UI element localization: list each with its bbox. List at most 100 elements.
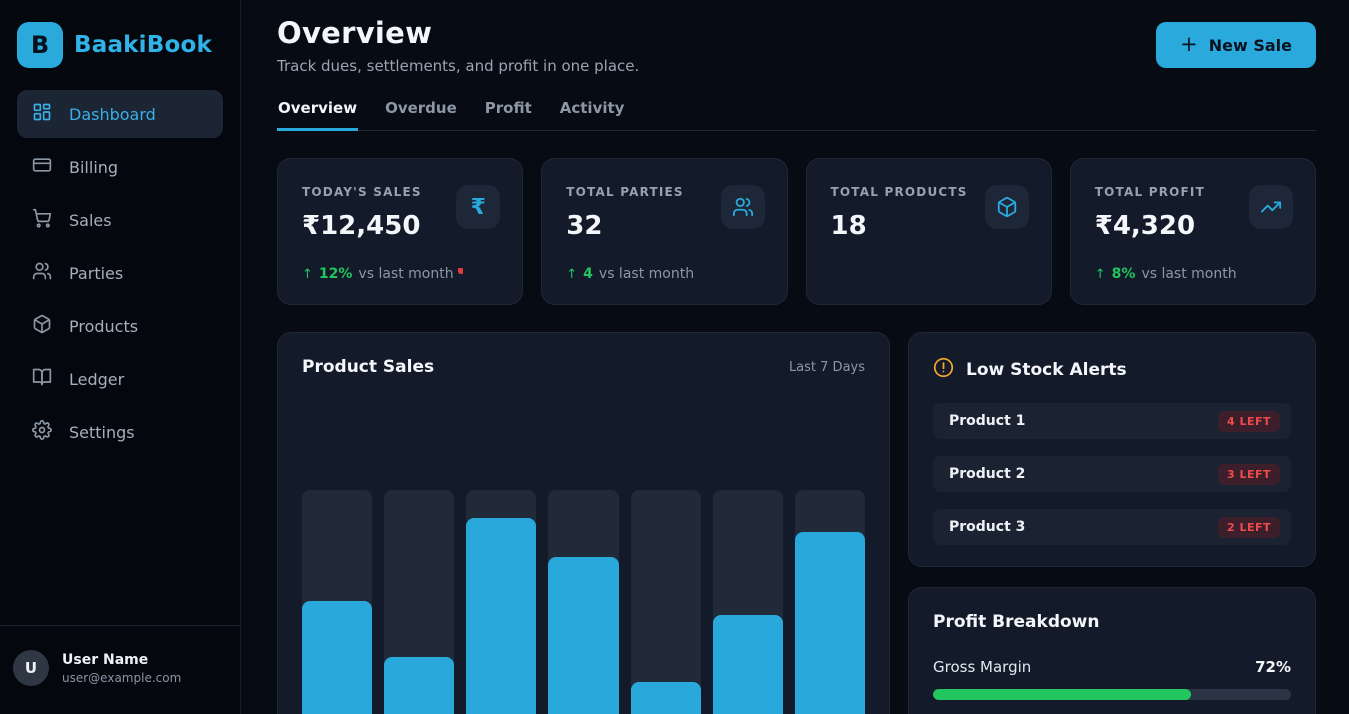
stat-card-total-profit: TOTAL PROFIT ₹4,320 ↑ 8% vs last month [1069, 158, 1316, 305]
chart-bar [466, 517, 537, 714]
red-dot-indicator [457, 268, 463, 274]
delta-suffix: vs last month [598, 266, 695, 282]
chart-bar-column [302, 490, 373, 714]
new-sale-label: New Sale [1208, 35, 1292, 55]
page-header-text: Overview Track dues, settlements, and pr… [277, 16, 639, 75]
alert-circle-icon [933, 357, 954, 382]
gross-margin-label: Gross Margin [933, 658, 1032, 676]
plus-icon: + [1180, 31, 1198, 56]
stat-delta: ↑ 12% vs last month [302, 266, 463, 282]
sidebar-item-sales[interactable]: Sales [17, 196, 223, 244]
page-title: Overview [277, 16, 433, 50]
stat-label: TOTAL PROFIT [1094, 185, 1205, 199]
stat-label: TODAY'S SALES [302, 185, 422, 199]
gross-margin-value: 72% [1255, 658, 1291, 676]
low-stock-list: Product 1 4 LEFT Product 2 3 LEFT Produc… [933, 403, 1291, 545]
tab-activity[interactable]: Activity [559, 99, 625, 117]
product-name: Product 2 [949, 466, 1026, 482]
sidebar-item-parties[interactable]: Parties [17, 249, 223, 297]
sidebar-user[interactable]: U User Name user@example.com [0, 625, 240, 714]
stat-value: ₹12,450 [302, 211, 421, 241]
chart-bar [384, 656, 455, 714]
shopping-cart-icon [32, 208, 52, 232]
up-arrow-icon: ↑ [302, 266, 313, 282]
gross-margin-row: Gross Margin 72% [933, 658, 1291, 676]
sidebar: B BaakiBook Dashboard Billing Sales Part… [0, 0, 241, 714]
page-header: Overview Track dues, settlements, and pr… [277, 16, 1316, 75]
tab-profit[interactable]: Profit [484, 99, 532, 117]
delta-value: 4 [583, 266, 593, 282]
page-subtitle: Track dues, settlements, and profit in o… [277, 57, 640, 75]
sidebar-item-dashboard[interactable]: Dashboard [17, 90, 223, 138]
delta-value: 8% [1111, 266, 1136, 282]
gear-icon [32, 420, 52, 444]
chart-bar [630, 681, 701, 714]
user-info: User Name user@example.com [62, 652, 181, 685]
delta-value: 12% [318, 266, 353, 282]
sidebar-item-ledger[interactable]: Ledger [17, 355, 223, 403]
low-stock-row[interactable]: Product 3 2 LEFT [933, 509, 1291, 545]
product-sales-card: Product Sales Last 7 Days [277, 332, 890, 714]
product-name: Product 3 [949, 519, 1026, 535]
new-sale-button[interactable]: + New Sale [1156, 22, 1316, 68]
users-icon [32, 261, 52, 285]
rupee-icon: ₹ [456, 185, 501, 229]
up-arrow-icon: ↑ [566, 266, 578, 282]
tab-overdue[interactable]: Overdue [385, 99, 457, 117]
product-name: Product 1 [949, 413, 1026, 429]
package-icon [984, 185, 1029, 229]
chart-title: Product Sales [302, 357, 435, 377]
stat-label: TOTAL PRODUCTS [830, 185, 968, 199]
low-stock-card: Low Stock Alerts Product 1 4 LEFT Produc… [908, 332, 1316, 567]
chart-bar-column [712, 490, 783, 714]
stat-card-total-products: TOTAL PRODUCTS 18 [805, 158, 1052, 305]
users-icon [720, 185, 765, 229]
sidebar-item-billing[interactable]: Billing [17, 143, 223, 191]
chart-bar-column [384, 490, 455, 714]
brand: B BaakiBook [0, 0, 240, 68]
chart-bar [302, 601, 373, 714]
low-stock-header: Low Stock Alerts [933, 357, 1291, 382]
tab-overview[interactable]: Overview [277, 95, 359, 131]
delta-suffix: vs last month [1141, 266, 1237, 282]
brand-logo: B [17, 22, 63, 68]
user-email: user@example.com [62, 670, 182, 685]
stat-value: ₹4,320 [1094, 211, 1196, 241]
main-content: Overview Track dues, settlements, and pr… [241, 0, 1349, 714]
chart-bar-column [466, 490, 537, 714]
sidebar-item-label: Ledger [69, 369, 125, 389]
sidebar-item-products[interactable]: Products [17, 302, 223, 350]
stats-row: TODAY'S SALES ₹12,450 ₹ ↑ 12% vs last mo… [277, 158, 1316, 305]
avatar: U [13, 650, 49, 686]
sidebar-item-settings[interactable]: Settings [17, 408, 223, 456]
brand-name: BaakiBook [74, 32, 212, 58]
low-stock-row[interactable]: Product 1 4 LEFT [933, 403, 1291, 439]
stat-delta: ↑ 8% vs last month [1095, 266, 1237, 282]
sidebar-item-label: Parties [69, 263, 124, 283]
profit-breakdown-card: Profit Breakdown Gross Margin 72% [908, 587, 1316, 714]
trending-up-icon [1249, 185, 1293, 229]
chart-period: Last 7 Days [788, 359, 865, 375]
chart-bar [712, 615, 783, 714]
stock-left-badge: 3 LEFT [1217, 463, 1280, 485]
sidebar-item-label: Sales [69, 210, 112, 230]
chart-header: Product Sales Last 7 Days [302, 357, 865, 377]
up-arrow-icon: ↑ [1094, 266, 1106, 282]
low-stock-title: Low Stock Alerts [966, 359, 1127, 380]
sidebar-item-label: Billing [69, 157, 119, 177]
chart-bar-column [794, 490, 865, 714]
sidebar-nav: Dashboard Billing Sales Parties Products… [0, 68, 240, 456]
layout-dashboard-icon [32, 102, 52, 126]
stock-left-badge: 2 LEFT [1217, 516, 1280, 538]
stock-left-badge: 4 LEFT [1217, 410, 1280, 432]
chart-bar-column [548, 490, 619, 714]
sidebar-item-label: Settings [69, 422, 135, 442]
profit-breakdown-title: Profit Breakdown [933, 612, 1100, 632]
delta-suffix: vs last month [358, 266, 454, 282]
chart-bar-column [630, 490, 701, 714]
chart-bar [794, 531, 865, 714]
low-stock-row[interactable]: Product 2 3 LEFT [933, 456, 1291, 492]
book-open-icon [32, 367, 52, 391]
bottom-grid: Product Sales Last 7 Days Low Stock Aler… [277, 332, 1316, 714]
